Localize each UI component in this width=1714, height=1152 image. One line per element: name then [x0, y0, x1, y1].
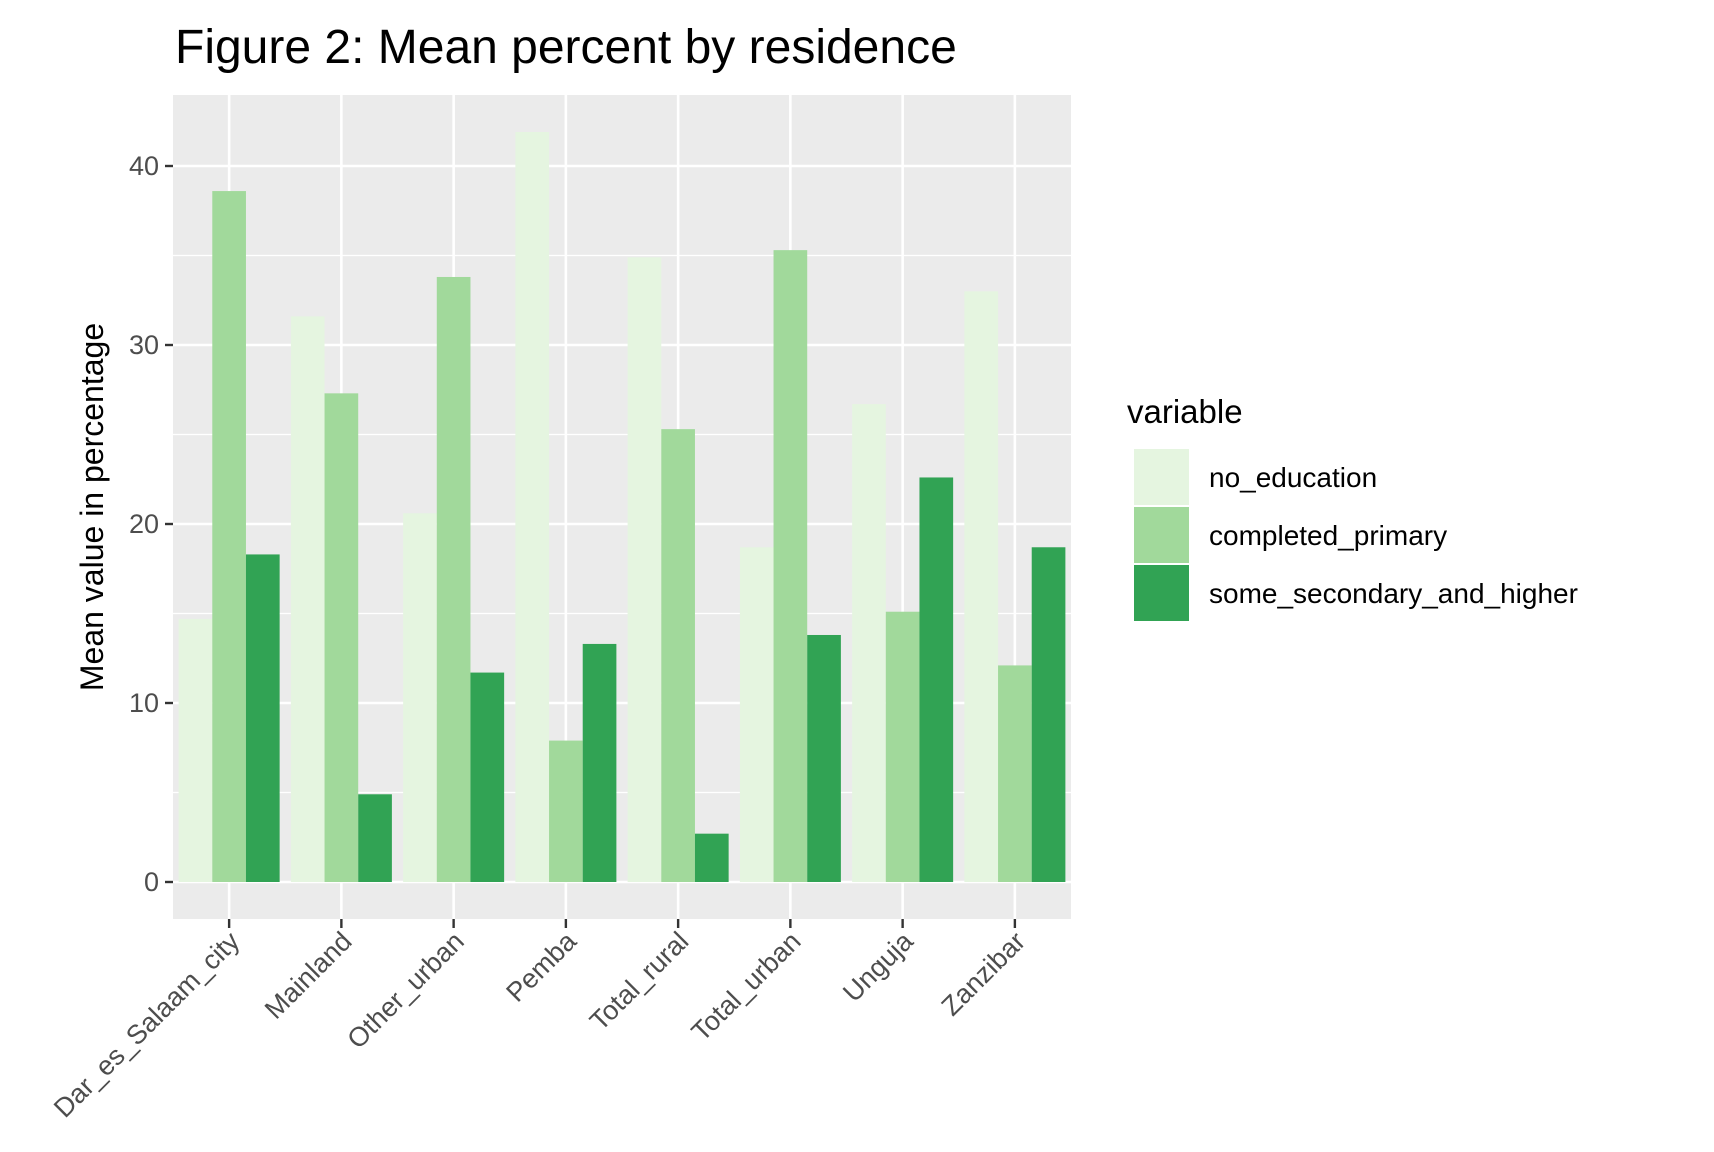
bar-some-secondary-and-higher-other-urban — [470, 672, 505, 882]
chart-title: Figure 2: Mean percent by residence — [175, 21, 957, 74]
bar-completed-primary-other-urban — [436, 276, 471, 883]
bar-some-secondary-and-higher-unguja — [919, 477, 954, 882]
bar-completed-primary-total-urban — [773, 250, 808, 882]
x-tick-label: Total_urban — [686, 926, 807, 1047]
y-tick-label: 0 — [144, 867, 159, 897]
y-tick-label: 30 — [129, 330, 159, 360]
bar-some-secondary-and-higher-pemba — [582, 643, 617, 882]
x-tick-label: Mainland — [259, 926, 358, 1025]
legend-key-no-education — [1132, 447, 1191, 507]
bar-some-secondary-and-higher-mainland — [358, 794, 392, 882]
bar-no-education-dar-es-salaam-city — [178, 618, 213, 882]
legend-key-some-secondary-and-higher — [1132, 563, 1191, 623]
legend-title: variable — [1127, 393, 1243, 430]
x-tick-label: Dar_es_Salaam_city — [48, 926, 246, 1124]
bar-no-education-total-rural — [627, 257, 662, 882]
y-axis-title: Mean value in percentage — [74, 323, 110, 691]
legend-key-completed-primary — [1132, 505, 1191, 565]
bar-some-secondary-and-higher-total-rural — [694, 833, 729, 882]
bars — [178, 131, 1066, 883]
bar-no-education-total-urban — [739, 547, 774, 882]
y-axis: 0 10 20 30 40 — [129, 151, 173, 897]
bar-some-secondary-and-higher-total-urban — [807, 634, 841, 882]
x-tick-label: Zanzibar — [936, 926, 1031, 1021]
bar-some-secondary-and-higher-zanzibar — [1031, 547, 1066, 882]
legend-label: no_education — [1209, 462, 1377, 493]
y-tick-label: 20 — [129, 509, 159, 539]
bar-no-education-mainland — [290, 316, 325, 882]
legend-label: some_secondary_and_higher — [1209, 578, 1578, 609]
x-tick-label: Total_rural — [584, 926, 694, 1036]
x-tick-label: Other_urban — [341, 926, 469, 1054]
x-tick-label: Pemba — [500, 925, 582, 1007]
x-tick-label: Unguja — [837, 925, 919, 1007]
bar-no-education-unguja — [852, 404, 886, 882]
bar-completed-primary-unguja — [885, 611, 920, 882]
y-tick-label: 10 — [129, 688, 159, 718]
bar-no-education-pemba — [515, 131, 550, 883]
bar-completed-primary-pemba — [549, 740, 583, 882]
legend: variable no_education completed_primaryso… — [1127, 393, 1578, 623]
bar-completed-primary-total-rural — [661, 429, 695, 882]
bar-completed-primary-mainland — [324, 393, 359, 882]
bar-completed-primary-zanzibar — [998, 665, 1032, 882]
bar-some-secondary-and-higher-dar-es-salaam-city — [245, 554, 280, 882]
bar-no-education-other-urban — [403, 513, 437, 882]
bar-no-education-zanzibar — [964, 291, 999, 882]
y-tick-label: 40 — [129, 151, 159, 181]
legend-label: completed_primary — [1209, 520, 1447, 551]
bar-completed-primary-dar-es-salaam-city — [212, 191, 246, 882]
